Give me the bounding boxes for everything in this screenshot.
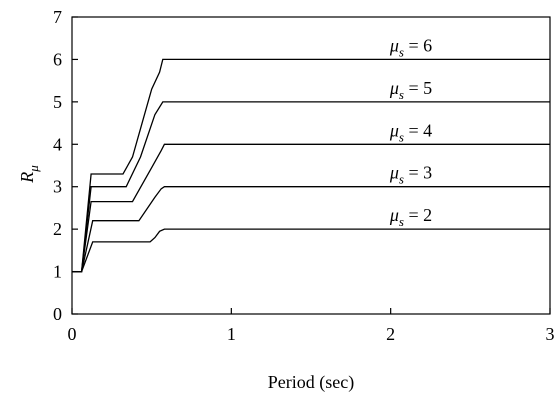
y-axis-title: Rμ bbox=[17, 165, 41, 184]
y-axis-title-sub: μ bbox=[26, 165, 41, 173]
series-label: μs = 3 bbox=[389, 163, 432, 187]
series-label: μs = 6 bbox=[389, 35, 432, 59]
y-tick-label: 5 bbox=[53, 92, 62, 112]
series-label-value: = 4 bbox=[404, 120, 432, 140]
series-label: μs = 4 bbox=[389, 120, 432, 144]
series-line bbox=[72, 228, 550, 273]
y-tick-label: 3 bbox=[53, 177, 62, 197]
series-label-value: = 3 bbox=[404, 163, 432, 183]
series-label-value: = 2 bbox=[404, 205, 432, 225]
y-axis-title-main: R bbox=[17, 172, 37, 184]
ticks bbox=[71, 16, 551, 315]
series-label-symbol: μ bbox=[389, 205, 399, 225]
y-tick-label: 2 bbox=[53, 219, 62, 239]
tick-labels: 0 1 2 3 0 1 2 3 4 5 6 7 bbox=[53, 7, 555, 344]
series-label-value: = 5 bbox=[404, 78, 432, 98]
x-axis-title: Period (sec) bbox=[268, 372, 354, 393]
series-label-subscript: s bbox=[399, 87, 404, 102]
x-tick-label: 0 bbox=[68, 324, 77, 344]
x-tick-label: 1 bbox=[227, 324, 236, 344]
series-label-subscript: s bbox=[399, 44, 404, 59]
y-tick-label: 6 bbox=[53, 49, 62, 69]
series-label-symbol: μ bbox=[389, 163, 399, 183]
series-label-symbol: μ bbox=[389, 120, 399, 140]
series-line bbox=[72, 58, 550, 273]
series-label-symbol: μ bbox=[389, 35, 399, 55]
series-label-value: = 6 bbox=[404, 35, 432, 55]
series bbox=[72, 58, 550, 273]
series-line bbox=[72, 186, 550, 273]
y-tick-label: 7 bbox=[53, 7, 62, 27]
y-tick-label: 1 bbox=[53, 262, 62, 282]
y-tick-label: 0 bbox=[53, 304, 62, 324]
series-label: μs = 2 bbox=[389, 205, 432, 229]
series-label: μs = 5 bbox=[389, 78, 432, 102]
series-label-subscript: s bbox=[399, 172, 404, 187]
x-tick-label: 3 bbox=[546, 324, 555, 344]
series-line bbox=[72, 143, 550, 273]
series-label-symbol: μ bbox=[389, 78, 399, 98]
x-tick-label: 2 bbox=[386, 324, 395, 344]
series-labels: μs = 6μs = 5μs = 4μs = 3μs = 2 bbox=[389, 35, 432, 229]
series-label-subscript: s bbox=[399, 214, 404, 229]
y-tick-label: 4 bbox=[53, 134, 62, 154]
series-label-subscript: s bbox=[399, 129, 404, 144]
plot-area bbox=[71, 16, 551, 315]
